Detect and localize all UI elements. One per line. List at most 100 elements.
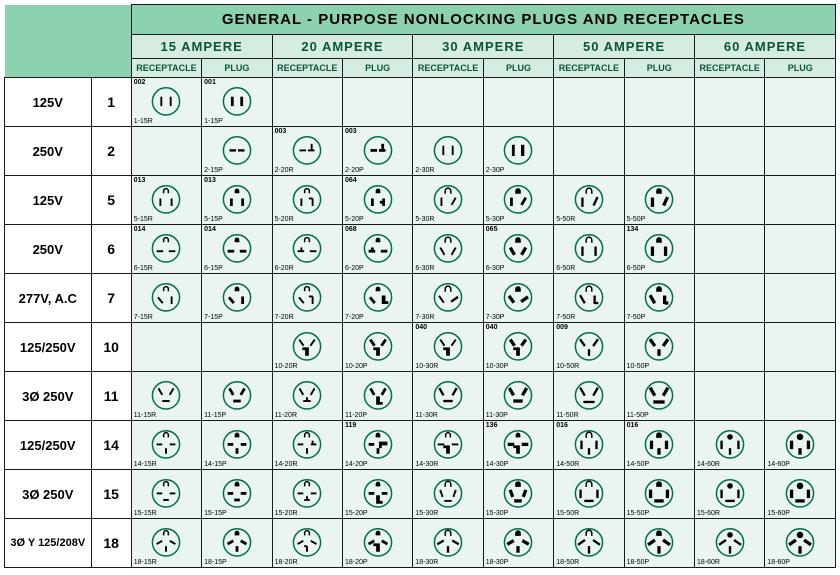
plug-icon (503, 478, 533, 508)
cell-label: 11-20P (345, 412, 367, 419)
cell-label: 14-15P (204, 461, 227, 468)
plug-icon (151, 429, 181, 459)
config-cell (695, 372, 765, 421)
cell-label: 15-50R (556, 510, 579, 517)
plug-icon (363, 527, 393, 557)
config-cell: 18-20P (342, 519, 412, 568)
config-cell: 01614-50R (554, 421, 624, 470)
config-cell (765, 78, 836, 127)
cell-label: 5-15R (134, 216, 153, 223)
cell-id: 136 (486, 422, 498, 429)
cell-label: 11-50P (627, 412, 649, 419)
config-cell (765, 176, 836, 225)
cell-id: 134 (627, 226, 639, 233)
cell-id: 068 (345, 226, 357, 233)
plug-icon (785, 429, 815, 459)
receptacle-plug-header: RECEPTACLE (272, 59, 342, 78)
cell-label: 11-15P (204, 412, 226, 419)
config-cell: 14-20R (272, 421, 342, 470)
cell-label: 6-50R (556, 265, 575, 272)
plug-icon (503, 527, 533, 557)
config-cell: 0656-30P (483, 225, 553, 274)
cell-label: 15-15P (204, 510, 227, 517)
receptacle-plug-header: RECEPTACLE (554, 59, 624, 78)
cell-label: 15-15R (134, 510, 157, 517)
config-cell (342, 78, 412, 127)
receptacle-plug-header: PLUG (342, 59, 412, 78)
plug-icon (292, 380, 322, 410)
cell-label: 5-50P (627, 216, 646, 223)
plug-icon (574, 527, 604, 557)
cell-label: 11-30R (415, 412, 437, 419)
cell-label: 18-50R (556, 559, 579, 566)
config-cell: 18-50R (554, 519, 624, 568)
config-cell: 04010-30P (483, 323, 553, 372)
cell-id: 040 (486, 324, 498, 331)
cell-id: 002 (134, 79, 146, 86)
plug-icon (644, 331, 674, 361)
cell-label: 15-20R (275, 510, 298, 517)
config-number: 1 (91, 78, 131, 127)
cell-label: 15-50P (627, 510, 650, 517)
plug-icon (222, 86, 252, 116)
config-cell: 14-15P (202, 421, 272, 470)
plug-icon (151, 233, 181, 263)
plug-icon (292, 282, 322, 312)
config-cell: 18-50P (624, 519, 694, 568)
config-cell: 5-20R (272, 176, 342, 225)
config-cell: 13614-30P (483, 421, 553, 470)
config-cell: 10-50P (624, 323, 694, 372)
receptacle-plug-header: PLUG (765, 59, 836, 78)
config-cell: 14-60P (765, 421, 836, 470)
plug-icon (574, 184, 604, 214)
config-cell: 11-30R (413, 372, 483, 421)
plug-icon (363, 478, 393, 508)
cell-id: 016 (556, 422, 568, 429)
config-cell (695, 225, 765, 274)
voltage-label: 125/250V (5, 421, 92, 470)
cell-label: 7-20R (275, 314, 294, 321)
ampere-header: 15 AMPERE (131, 35, 272, 59)
plug-icon (785, 478, 815, 508)
plug-icon (644, 380, 674, 410)
plug-icon (292, 233, 322, 263)
cell-id: 009 (556, 324, 568, 331)
receptacle-plug-header: PLUG (624, 59, 694, 78)
voltage-label: 3Ø Y 125/208V (5, 519, 92, 568)
config-cell: 15-20P (342, 470, 412, 519)
config-cell: 0032-20P (342, 127, 412, 176)
cell-id: 014 (204, 226, 216, 233)
config-cell: 18-15P (202, 519, 272, 568)
cell-label: 7-50R (556, 314, 575, 321)
config-number: 6 (91, 225, 131, 274)
config-cell: 18-30R (413, 519, 483, 568)
config-cell: 7-50R (554, 274, 624, 323)
config-cell: 15-30R (413, 470, 483, 519)
config-cell: 18-20R (272, 519, 342, 568)
plug-icon (574, 380, 604, 410)
plug-icon (151, 527, 181, 557)
config-cell: 5-50P (624, 176, 694, 225)
plug-icon (785, 527, 815, 557)
config-cell: 15-30P (483, 470, 553, 519)
config-cell: 15-60R (695, 470, 765, 519)
plug-icon (433, 184, 463, 214)
cell-label: 5-20P (345, 216, 364, 223)
cell-id: 065 (486, 226, 498, 233)
config-cell: 11-15R (131, 372, 201, 421)
cell-label: 18-15R (134, 559, 157, 566)
cell-label: 6-50P (627, 265, 646, 272)
config-cell: 00910-50R (554, 323, 624, 372)
config-cell: 15-60P (765, 470, 836, 519)
cell-label: 10-20R (275, 363, 298, 370)
config-cell: 0135-15P (202, 176, 272, 225)
plug-icon (715, 478, 745, 508)
plug-icon (433, 233, 463, 263)
plug-icon (151, 478, 181, 508)
plug-icon (644, 233, 674, 263)
plug-icon (503, 429, 533, 459)
cell-id: 003 (345, 128, 357, 135)
cell-id: 064 (345, 177, 357, 184)
cell-label: 18-30R (415, 559, 438, 566)
plug-icon (292, 184, 322, 214)
